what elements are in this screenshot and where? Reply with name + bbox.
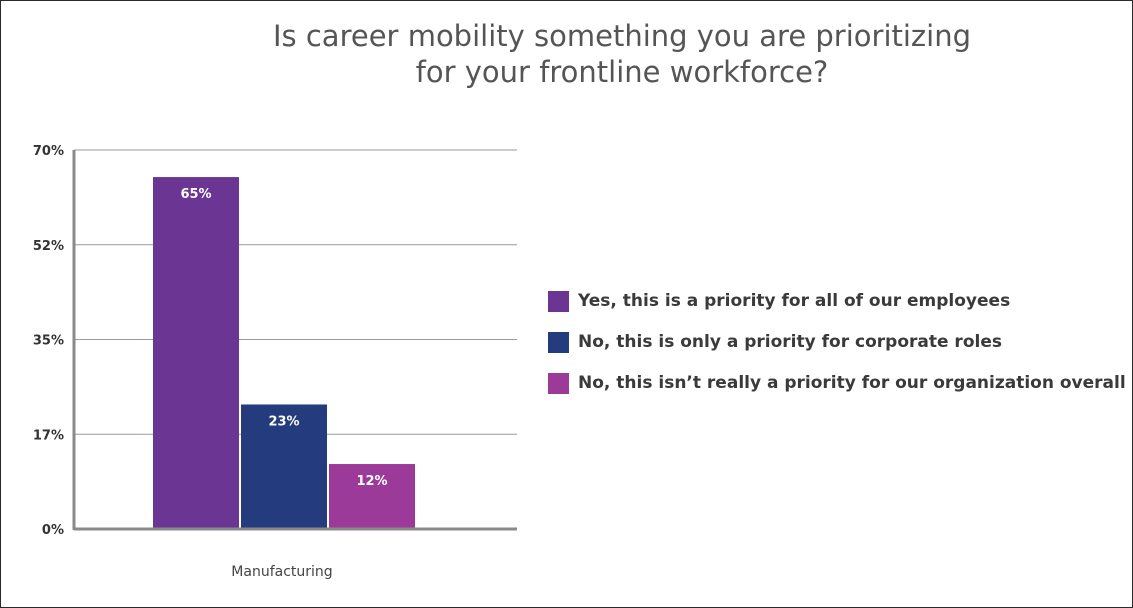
bars: 65% 23% 12% — [153, 177, 415, 530]
bar — [329, 464, 415, 529]
legend-item-corporate-only: No, this is only a priority for corporat… — [548, 331, 1126, 353]
bar — [241, 404, 327, 529]
y-tick-label: 0% — [42, 523, 64, 538]
bar-data-label: 65% — [180, 187, 211, 202]
legend-label: No, this isn’t really a priority for our… — [578, 373, 1126, 393]
y-tick-label: 52% — [33, 239, 64, 254]
chart-title: Is career mobility something you are pri… — [0, 18, 1133, 90]
bar-data-label: 12% — [356, 474, 387, 489]
bar-data-label: 23% — [268, 414, 299, 429]
axes — [72, 150, 517, 531]
legend-label: Yes, this is a priority for all of our e… — [578, 291, 1011, 311]
y-tick-label: 35% — [33, 334, 64, 349]
legend-item-yes-all: Yes, this is a priority for all of our e… — [548, 290, 1126, 312]
y-tick-label: 17% — [33, 428, 64, 443]
x-tick-label: Manufacturing — [231, 564, 332, 580]
legend-item-not-priority: No, this isn’t really a priority for our… — [548, 372, 1126, 394]
gridlines — [74, 149, 517, 435]
legend-swatch — [548, 331, 569, 353]
legend-swatch — [548, 372, 569, 394]
bar — [153, 177, 239, 530]
y-axis-tick-labels: 0% 17% 35% 52% 70% — [33, 144, 64, 538]
legend-swatch — [548, 290, 569, 312]
chart-title-line-1: Is career mobility something you are pri… — [272, 19, 971, 53]
legend-label: No, this is only a priority for corporat… — [578, 332, 1002, 352]
y-tick-label: 70% — [33, 144, 64, 159]
x-axis-tick-labels: Manufacturing — [231, 564, 332, 580]
chart-legend: Yes, this is a priority for all of our e… — [548, 290, 1126, 413]
chart-title-line-2: for your frontline workforce? — [415, 55, 829, 89]
